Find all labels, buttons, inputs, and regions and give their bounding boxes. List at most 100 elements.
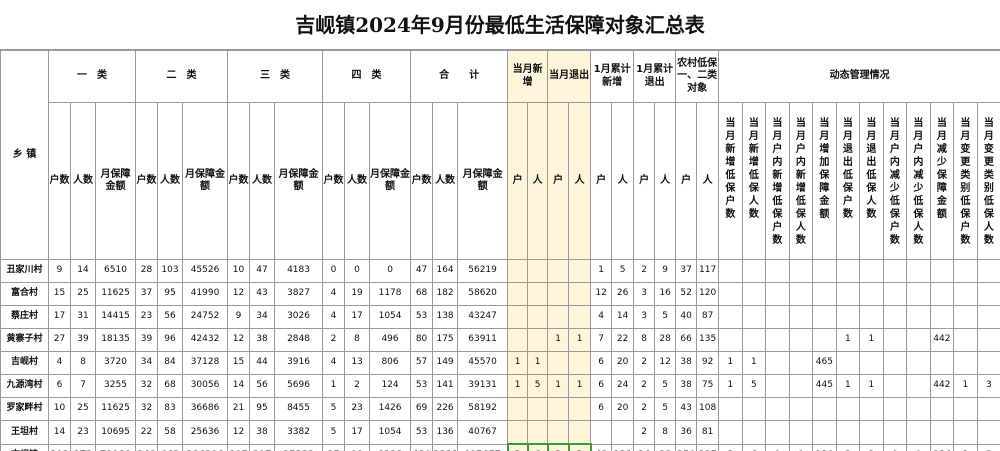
cell: 405657	[457, 443, 509, 451]
cell	[882, 397, 908, 421]
cell: 4	[590, 305, 613, 329]
data-row: 黄寨子村 27 39 18135 39 96 42432 12 38 2848 2 8 496 80 175…	[0, 328, 1000, 352]
cell: 52	[675, 282, 698, 306]
cell: 80	[410, 328, 434, 352]
cell	[976, 328, 1000, 352]
cell	[906, 420, 931, 445]
sub-header: 当月户内减少低保户数	[882, 102, 908, 260]
cell: 20	[611, 397, 635, 421]
cell: 2	[633, 259, 656, 283]
sheet-title: 吉岘镇2024年9月份最低生活保障对象汇总表	[0, 0, 1000, 50]
cell: 815	[696, 443, 720, 451]
cell: 12	[227, 328, 251, 352]
cell	[718, 305, 743, 329]
cell: 39131	[457, 374, 509, 398]
cell: 38	[249, 328, 276, 352]
sub-header: 当月新增低保户数	[718, 102, 743, 260]
cell: 17	[344, 305, 371, 329]
cell: 6	[48, 374, 71, 398]
cell: 6138	[369, 443, 412, 451]
township-header: 乡 镇	[0, 50, 49, 260]
cell	[741, 328, 767, 352]
cell: 20	[611, 351, 635, 375]
sub-header-text: 当月户内新增低保人数	[795, 118, 806, 246]
cell: 24	[611, 374, 635, 398]
cell: 1	[547, 374, 570, 398]
cell	[953, 351, 978, 375]
cell: 45570	[457, 351, 509, 375]
cell: 19	[344, 282, 371, 306]
cell: 5	[654, 397, 677, 421]
cell	[906, 397, 931, 421]
cell	[547, 351, 570, 375]
cell: 95	[157, 282, 184, 306]
cell: 3382	[274, 420, 324, 445]
cell: 0	[765, 443, 790, 451]
cell: 69	[410, 397, 434, 421]
cell	[568, 305, 592, 329]
cell	[835, 282, 861, 306]
cell: 135	[696, 328, 720, 352]
cell	[929, 351, 955, 375]
cell	[906, 305, 931, 329]
cell: 23	[135, 305, 159, 329]
group-header: 一 类	[47, 50, 137, 103]
cell: 42432	[182, 328, 229, 352]
cell: 58192	[457, 397, 509, 421]
cell: 1	[741, 351, 767, 375]
sub-header: 人数	[344, 102, 371, 260]
cell	[976, 397, 1000, 421]
cell	[718, 397, 743, 421]
cell: 5	[654, 305, 677, 329]
cell: 23	[70, 420, 96, 445]
cell	[568, 351, 592, 375]
cell	[547, 305, 570, 329]
cell: 1	[322, 374, 346, 398]
cell: 34	[249, 305, 276, 329]
cell: 56	[249, 374, 276, 398]
cell: 27	[48, 328, 71, 352]
cell	[507, 305, 529, 329]
cell: 9	[227, 305, 251, 329]
cell	[812, 282, 837, 306]
cell: 11625	[94, 282, 137, 306]
cell: 175	[432, 328, 459, 352]
cell	[788, 397, 814, 421]
sub-header-text: 当月退出低保人数	[866, 118, 877, 220]
cell: 5	[611, 259, 635, 283]
cell: 2	[633, 420, 656, 445]
cell: 480	[410, 443, 434, 451]
cell	[953, 305, 978, 329]
cell: 23	[344, 397, 371, 421]
sub-header-text: 当月变更类别低保人数	[983, 118, 994, 246]
cell	[547, 282, 570, 306]
cell: 1	[507, 351, 529, 375]
sub-header-text: 当月新增低保户数	[725, 118, 736, 220]
cell	[976, 259, 1000, 283]
cell: 6	[741, 443, 767, 451]
cell	[835, 259, 861, 283]
cell	[741, 282, 767, 306]
cell: 58	[157, 420, 184, 445]
cell: 5	[654, 374, 677, 398]
cell	[953, 328, 978, 352]
subheader-row: 户数 人数 月保障金额 户数 人数 月保障金额 户数 人数 月保障金额 户数 人数 月保障金额 户数 人数…	[1, 102, 1000, 260]
cell: 44	[249, 351, 276, 375]
cell	[527, 305, 549, 329]
cell: 2	[344, 374, 371, 398]
cell: 40	[675, 305, 698, 329]
sub-header: 人	[568, 102, 592, 260]
cell: 141	[432, 374, 459, 398]
cell: 38	[675, 351, 698, 375]
cell: 1	[835, 328, 861, 352]
sub-header-text: 当月减少保障金额	[936, 118, 947, 220]
cell: 182	[432, 282, 459, 306]
sub-header: 当月户内新增低保户数	[765, 102, 790, 260]
cell: 37	[135, 282, 159, 306]
cell: 38	[675, 374, 698, 398]
cell: 0	[788, 443, 814, 451]
sub-header: 月保障金额	[274, 102, 324, 260]
sub-header: 户数	[135, 102, 159, 260]
cell: 9	[48, 259, 71, 283]
cell: 131	[611, 443, 635, 451]
